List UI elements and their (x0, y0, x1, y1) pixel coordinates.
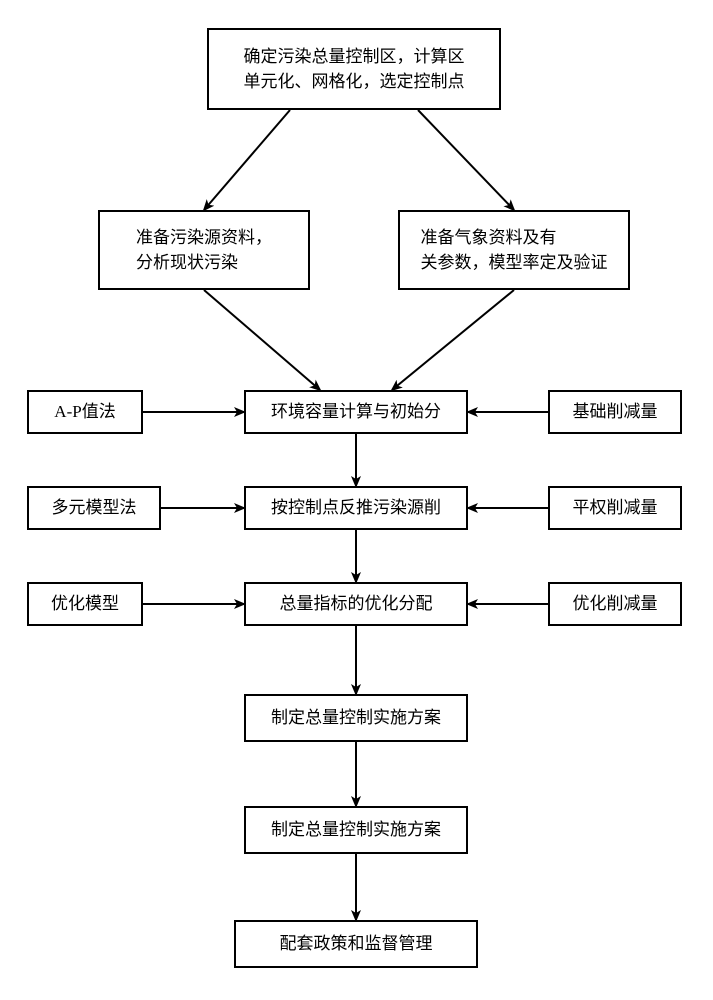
node-label: 确定污染总量控制区，计算区单元化、网格化，选定控制点 (244, 44, 465, 95)
node-equal-red: 平权削减量 (548, 486, 682, 530)
node-policy: 配套政策和监督管理 (234, 920, 478, 968)
node-label: 平权削减量 (573, 495, 658, 521)
node-label: A-P值法 (54, 399, 115, 425)
node-impl1: 制定总量控制实施方案 (244, 694, 468, 742)
node-opt-alloc: 总量指标的优化分配 (244, 582, 468, 626)
node-ap-method: A-P值法 (27, 390, 143, 434)
node-label: 优化模型 (51, 591, 119, 617)
edge (204, 290, 320, 390)
node-env-calc: 环境容量计算与初始分 (244, 390, 468, 434)
node-label: 环境容量计算与初始分 (271, 399, 441, 425)
node-back-trace: 按控制点反推污染源削 (244, 486, 468, 530)
node-label: 多元模型法 (52, 495, 137, 521)
node-label: 配套政策和监督管理 (280, 931, 433, 957)
node-label: 准备气象资料及有关参数，模型率定及验证 (421, 225, 608, 276)
node-multi-model: 多元模型法 (27, 486, 161, 530)
node-top: 确定污染总量控制区，计算区单元化、网格化，选定控制点 (207, 28, 501, 110)
node-label: 总量指标的优化分配 (280, 591, 433, 617)
node-label: 制定总量控制实施方案 (271, 705, 441, 731)
node-right-prep: 准备气象资料及有关参数，模型率定及验证 (398, 210, 630, 290)
node-opt-model: 优化模型 (27, 582, 143, 626)
edge (392, 290, 514, 390)
node-label: 按控制点反推污染源削 (271, 495, 441, 521)
node-base-red: 基础削减量 (548, 390, 682, 434)
node-label: 制定总量控制实施方案 (271, 817, 441, 843)
edge (204, 110, 290, 210)
node-label: 准备污染源资料，分析现状污染 (136, 225, 272, 276)
node-label: 优化削减量 (573, 591, 658, 617)
edge (418, 110, 514, 210)
node-opt-red: 优化削减量 (548, 582, 682, 626)
node-label: 基础削减量 (573, 399, 658, 425)
node-left-prep: 准备污染源资料，分析现状污染 (98, 210, 310, 290)
node-impl2: 制定总量控制实施方案 (244, 806, 468, 854)
